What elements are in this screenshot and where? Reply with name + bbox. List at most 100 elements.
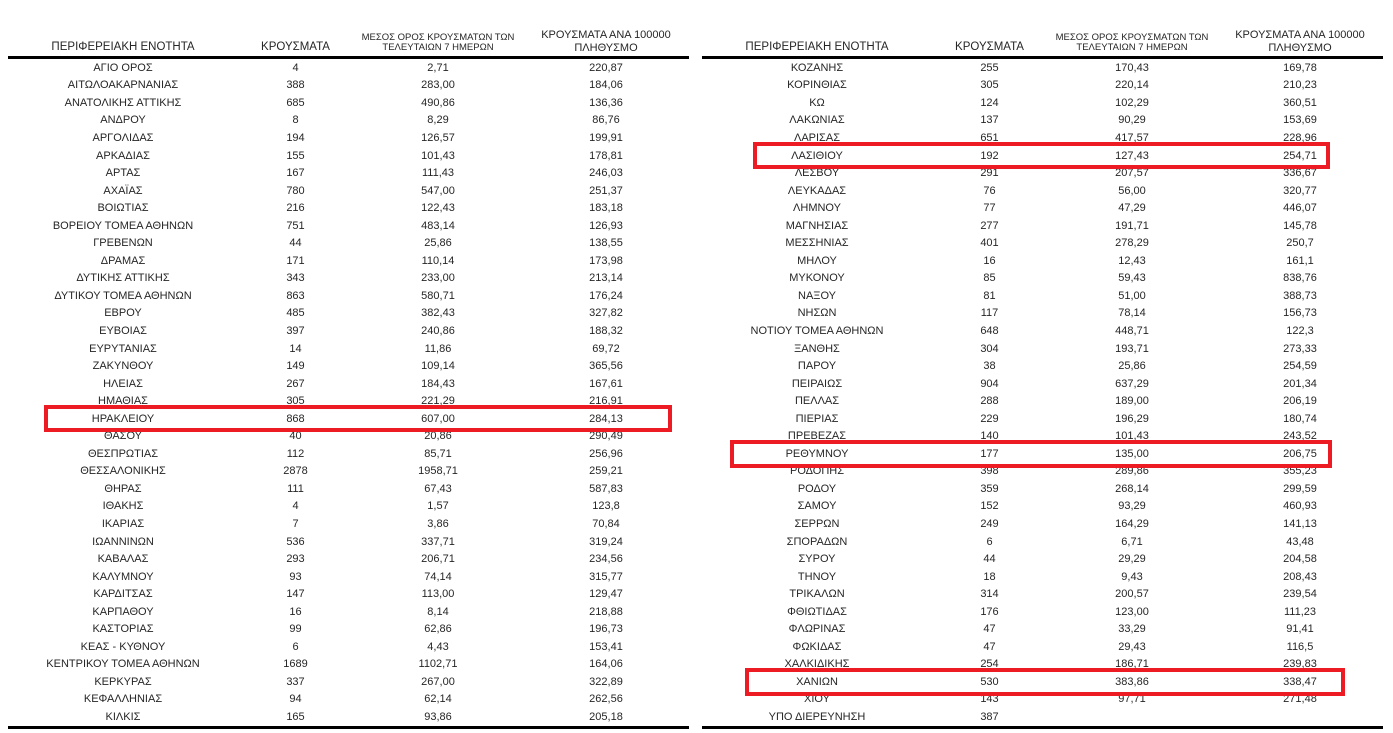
table-row: ΚΟΖΑΝΗΣ 255 170,43 169,78 [702, 59, 1383, 77]
per100k-value-cell: 123,8 [592, 500, 620, 513]
region-name-cell: ΡΕΘΥΜΝΟΥ [785, 447, 849, 460]
cases-value-cell: 387 [980, 711, 999, 723]
table-row: ΣΕΡΡΩΝ 249 164,29 141,13 [702, 515, 1383, 533]
cases-value-cell: 47 [983, 623, 996, 636]
cases-value-cell: 99 [289, 623, 302, 636]
per100k-value-cell: 299,59 [1283, 482, 1317, 495]
cases-value-cell: 304 [980, 342, 999, 355]
table-row: ΑΧΑΪΑΣ 780 547,00 251,37 [8, 182, 689, 200]
per100k-value-cell: 206,75 [1283, 447, 1317, 460]
cases-value-cell: 94 [289, 693, 302, 706]
table-row: ΠΙΕΡΙΑΣ 229 196,29 180,74 [702, 410, 1383, 428]
cases-value-cell: 337 [286, 675, 305, 688]
table-row: ΣΑΜΟΥ 152 93,29 460,93 [702, 498, 1383, 516]
table-row: ΚΟΡΙΝΘΙΑΣ 305 220,14 210,23 [702, 77, 1383, 95]
region-name-cell: ΚΙΛΚΙΣ [105, 711, 141, 723]
table-row: ΛΑΣΙΘΙΟΥ 192 127,43 254,71 [702, 141, 1383, 170]
per100k-value-cell: 43,48 [1286, 535, 1314, 548]
column-header-avg7: ΜΕΣΟΣ ΟΡΟΣ ΚΡΟΥΣΜΑΤΩΝ ΤΩΝ ΤΕΛΕΥΤΑΙΩΝ 7 Η… [1055, 31, 1209, 54]
table-header: ΠΕΡΙΦΕΡΕΙΑΚΗ ΕΝΟΤΗΤΑ ΚΡΟΥΣΜΑΤΑ ΜΕΣΟΣ ΟΡΟ… [8, 16, 689, 59]
avg7-value-cell: 9,43 [1121, 570, 1143, 583]
table-row: ΑΙΤΩΛΟΑΚΑΡΝΑΝΙΑΣ 388 283,00 184,06 [8, 77, 689, 95]
avg7-value-cell: 11,86 [424, 342, 452, 355]
region-name-cell: ΑΡΤΑΣ [105, 167, 141, 180]
region-name-cell: ΠΡΕΒΕΖΑΣ [787, 430, 847, 443]
avg7-value-cell: 221,29 [421, 395, 455, 408]
avg7-value-cell: 29,43 [1118, 640, 1146, 653]
table-header: ΠΕΡΙΦΕΡΕΙΑΚΗ ΕΝΟΤΗΤΑ ΚΡΟΥΣΜΑΤΑ ΜΕΣΟΣ ΟΡΟ… [702, 16, 1383, 59]
region-name-cell: ΑΓΙΟ ΟΡΟΣ [93, 61, 153, 74]
cases-value-cell: 16 [983, 254, 996, 267]
table-body: ΑΓΙΟ ΟΡΟΣ 4 2,71 220,87 ΑΙΤΩΛΟΑΚΑΡΝΑΝΙΑΣ 388 2… [8, 59, 689, 729]
cases-value-cell: 305 [286, 395, 305, 408]
region-name-cell: ΦΛΩΡΙΝΑΣ [788, 623, 846, 636]
avg7-value-cell: 240,86 [421, 324, 455, 337]
avg7-value-cell: 67,43 [424, 482, 452, 495]
avg7-value-cell: 51,00 [1118, 289, 1146, 302]
avg7-value-cell: 110,14 [421, 254, 455, 267]
avg7-value-cell: 59,43 [1118, 272, 1146, 285]
cases-value-cell: 147 [286, 588, 305, 601]
avg7-value-cell: 111,43 [421, 167, 454, 180]
table-row: ΚΙΛΚΙΣ 165 93,86 205,18 [8, 708, 689, 726]
cases-value-cell: 536 [286, 535, 305, 548]
per100k-value-cell: 220,87 [589, 61, 623, 74]
table-row: ΕΥΡΥΤΑΝΙΑΣ 14 11,86 69,72 [8, 340, 689, 358]
avg7-value-cell: 109,14 [421, 360, 455, 373]
avg7-value-cell: 93,29 [1118, 500, 1146, 513]
cases-value-cell: 76 [983, 184, 996, 197]
avg7-value-cell: 637,29 [1115, 377, 1149, 390]
table-row: ΛΕΥΚΑΔΑΣ 76 56,00 320,77 [702, 182, 1383, 200]
region-name-cell: ΤΡΙΚΑΛΩΝ [789, 588, 845, 601]
cases-value-cell: 249 [980, 517, 999, 530]
column-header-per100k: ΚΡΟΥΣΜΑΤΑ ΑΝΑ 100000 ΠΛΗΘΥΣΜΟ [541, 29, 671, 54]
per100k-value-cell: 284,13 [589, 412, 623, 425]
cases-value-cell: 485 [286, 307, 305, 320]
region-name-cell: ΝΑΞΟΥ [798, 289, 836, 302]
region-name-cell: ΠΙΕΡΙΑΣ [795, 412, 839, 425]
avg7-value-cell: 85,71 [424, 447, 452, 460]
cases-value-cell: 14 [289, 342, 302, 355]
cases-value-cell: 6 [986, 535, 993, 548]
table-row: ΗΛΕΙΑΣ 267 184,43 167,61 [8, 375, 689, 393]
per100k-value-cell: 70,84 [592, 517, 620, 530]
per100k-value-cell: 210,23 [1283, 79, 1317, 92]
table-row: ΕΥΒΟΙΑΣ 397 240,86 188,32 [8, 322, 689, 340]
region-name-cell: ΗΜΑΘΙΑΣ [98, 395, 148, 408]
per100k-value-cell: 250,7 [1286, 237, 1314, 250]
cases-value-cell: 291 [980, 167, 999, 180]
region-name-cell: ΑΙΤΩΛΟΑΚΑΡΝΑΝΙΑΣ [67, 79, 179, 92]
avg7-value-cell: 191,71 [1115, 219, 1149, 232]
cases-value-cell: 288 [980, 395, 999, 408]
cases-value-cell: 4 [292, 500, 299, 513]
cases-value-cell: 388 [286, 79, 305, 92]
table-row: ΚΕΝΤΡΙΚΟΥ ΤΟΜΕΑ ΑΘΗΝΩΝ 1689 1102,71 164,06 [8, 656, 689, 674]
column-header-per100k: ΚΡΟΥΣΜΑΤΑ ΑΝΑ 100000 ΠΛΗΘΥΣΜΟ [1235, 29, 1365, 54]
avg7-value-cell: 62,14 [424, 693, 452, 706]
region-name-cell: ΑΧΑΪΑΣ [103, 184, 143, 197]
avg7-value-cell: 101,43 [421, 149, 455, 162]
avg7-value-cell: 278,29 [1115, 237, 1149, 250]
cases-value-cell: 685 [286, 96, 305, 109]
per100k-value-cell: 180,74 [1283, 412, 1317, 425]
region-name-cell: ΙΘΑΚΗΣ [102, 500, 144, 513]
column-header-cases: ΚΡΟΥΣΜΑΤΑ [261, 41, 330, 54]
per100k-value-cell: 69,72 [592, 342, 620, 355]
region-name-cell: ΛΕΥΚΑΔΑΣ [787, 184, 847, 197]
cases-value-cell: 38 [983, 360, 996, 373]
table-row: ΓΡΕΒΕΝΩΝ 44 25,86 138,55 [8, 234, 689, 252]
column-header-cases: ΚΡΟΥΣΜΑΤΑ [955, 41, 1024, 54]
table-row: ΔΥΤΙΚΟΥ ΤΟΜΕΑ ΑΘΗΝΩΝ 863 580,71 176,24 [8, 287, 689, 305]
table-row: ΑΓΙΟ ΟΡΟΣ 4 2,71 220,87 [8, 59, 689, 77]
cases-value-cell: 863 [286, 289, 305, 302]
avg7-value-cell: 207,57 [1115, 167, 1149, 180]
per100k-value-cell: 86,76 [592, 114, 620, 127]
avg7-value-cell: 113,00 [421, 588, 455, 601]
avg7-value-cell: 12,43 [1118, 254, 1146, 267]
per100k-value-cell: 315,77 [589, 570, 623, 583]
table-row: ΛΑΚΩΝΙΑΣ 137 90,29 153,69 [702, 112, 1383, 130]
region-name-cell: ΤΗΝΟΥ [797, 570, 837, 583]
per100k-value-cell: 290,49 [589, 430, 623, 443]
cases-value-cell: 176 [980, 605, 999, 618]
cases-value-cell: 401 [980, 237, 999, 250]
